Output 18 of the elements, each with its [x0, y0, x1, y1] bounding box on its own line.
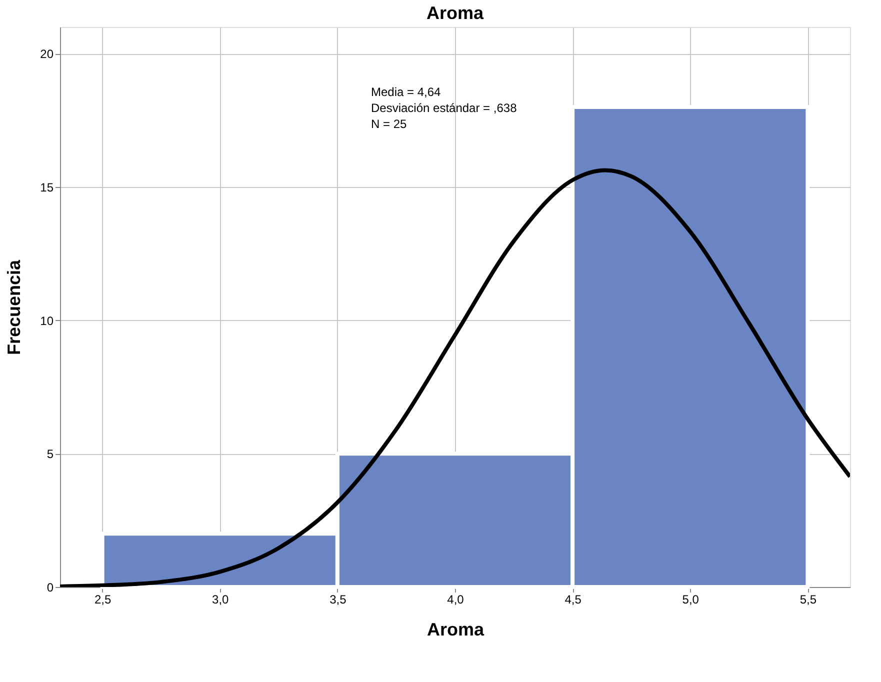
annotation: Desviación estándar = ,638 — [371, 101, 518, 115]
y-tick-label: 0 — [46, 580, 54, 594]
x-tick-label: 2,5 — [94, 592, 112, 606]
y-tick-label: 5 — [46, 447, 54, 462]
y-axis-title: Frecuencia — [4, 258, 24, 356]
y-tick-label: 20 — [40, 47, 54, 62]
x-axis-title: Aroma — [426, 620, 485, 640]
x-tick-label: 3,0 — [212, 592, 230, 606]
annotation: Media = 4,64 — [371, 85, 442, 99]
x-tick-label: 4,0 — [447, 592, 464, 606]
x-tick-label: 5,0 — [682, 592, 700, 606]
x-tick-label: 3,5 — [330, 592, 347, 606]
y-tick-label: 15 — [40, 180, 54, 194]
x-tick-label: 4,5 — [564, 592, 582, 606]
annotation: N = 25 — [371, 117, 408, 131]
x-tick-label: 5,5 — [800, 592, 817, 606]
y-tick-label: 10 — [40, 314, 54, 328]
chart-title: Aroma — [426, 3, 484, 23]
